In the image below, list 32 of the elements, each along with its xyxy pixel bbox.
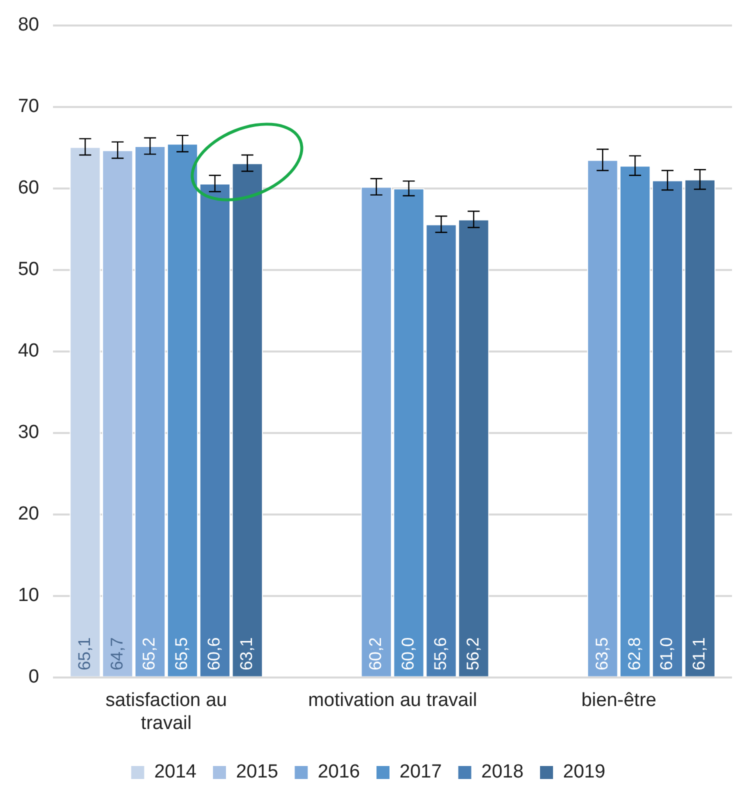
data-label: 65,2	[140, 637, 159, 670]
legend-label: 2019	[563, 762, 606, 783]
x-tick-label: satisfaction au travail	[106, 690, 228, 734]
data-label: 60,6	[204, 637, 224, 670]
data-label: 61,0	[657, 637, 676, 670]
data-label: 56,2	[463, 637, 482, 670]
y-tick-label: 20	[18, 504, 40, 525]
y-tick-label: 0	[28, 666, 40, 688]
y-tick-label: 10	[18, 585, 40, 606]
data-label: 60,0	[398, 637, 418, 670]
y-tick-label: 50	[18, 259, 40, 280]
data-label: 62,8	[624, 637, 644, 670]
legend-label: 2014	[154, 762, 197, 783]
legend-label: 2016	[318, 762, 360, 783]
data-label: 55,6	[430, 637, 450, 670]
legend-label: 2018	[481, 762, 524, 783]
data-label: 63,5	[592, 637, 612, 670]
data-label: 60,2	[366, 637, 386, 670]
legend-label: 2017	[400, 762, 442, 783]
data-label: 61,1	[690, 637, 709, 670]
data-label: 63,1	[237, 637, 256, 670]
data-label: 65,1	[74, 637, 94, 670]
y-tick-label: 80	[18, 14, 40, 36]
y-tick-label: 60	[18, 178, 40, 199]
data-label: 64,7	[107, 637, 126, 670]
y-tick-label: 30	[18, 422, 40, 444]
data-label: 65,5	[172, 637, 192, 670]
legend-label: 2015	[236, 762, 278, 783]
x-tick-label: bien-être	[581, 690, 656, 712]
y-tick-label: 70	[18, 96, 40, 118]
y-tick-label: 40	[18, 340, 40, 362]
x-tick-label: motivation au travail	[308, 690, 478, 712]
